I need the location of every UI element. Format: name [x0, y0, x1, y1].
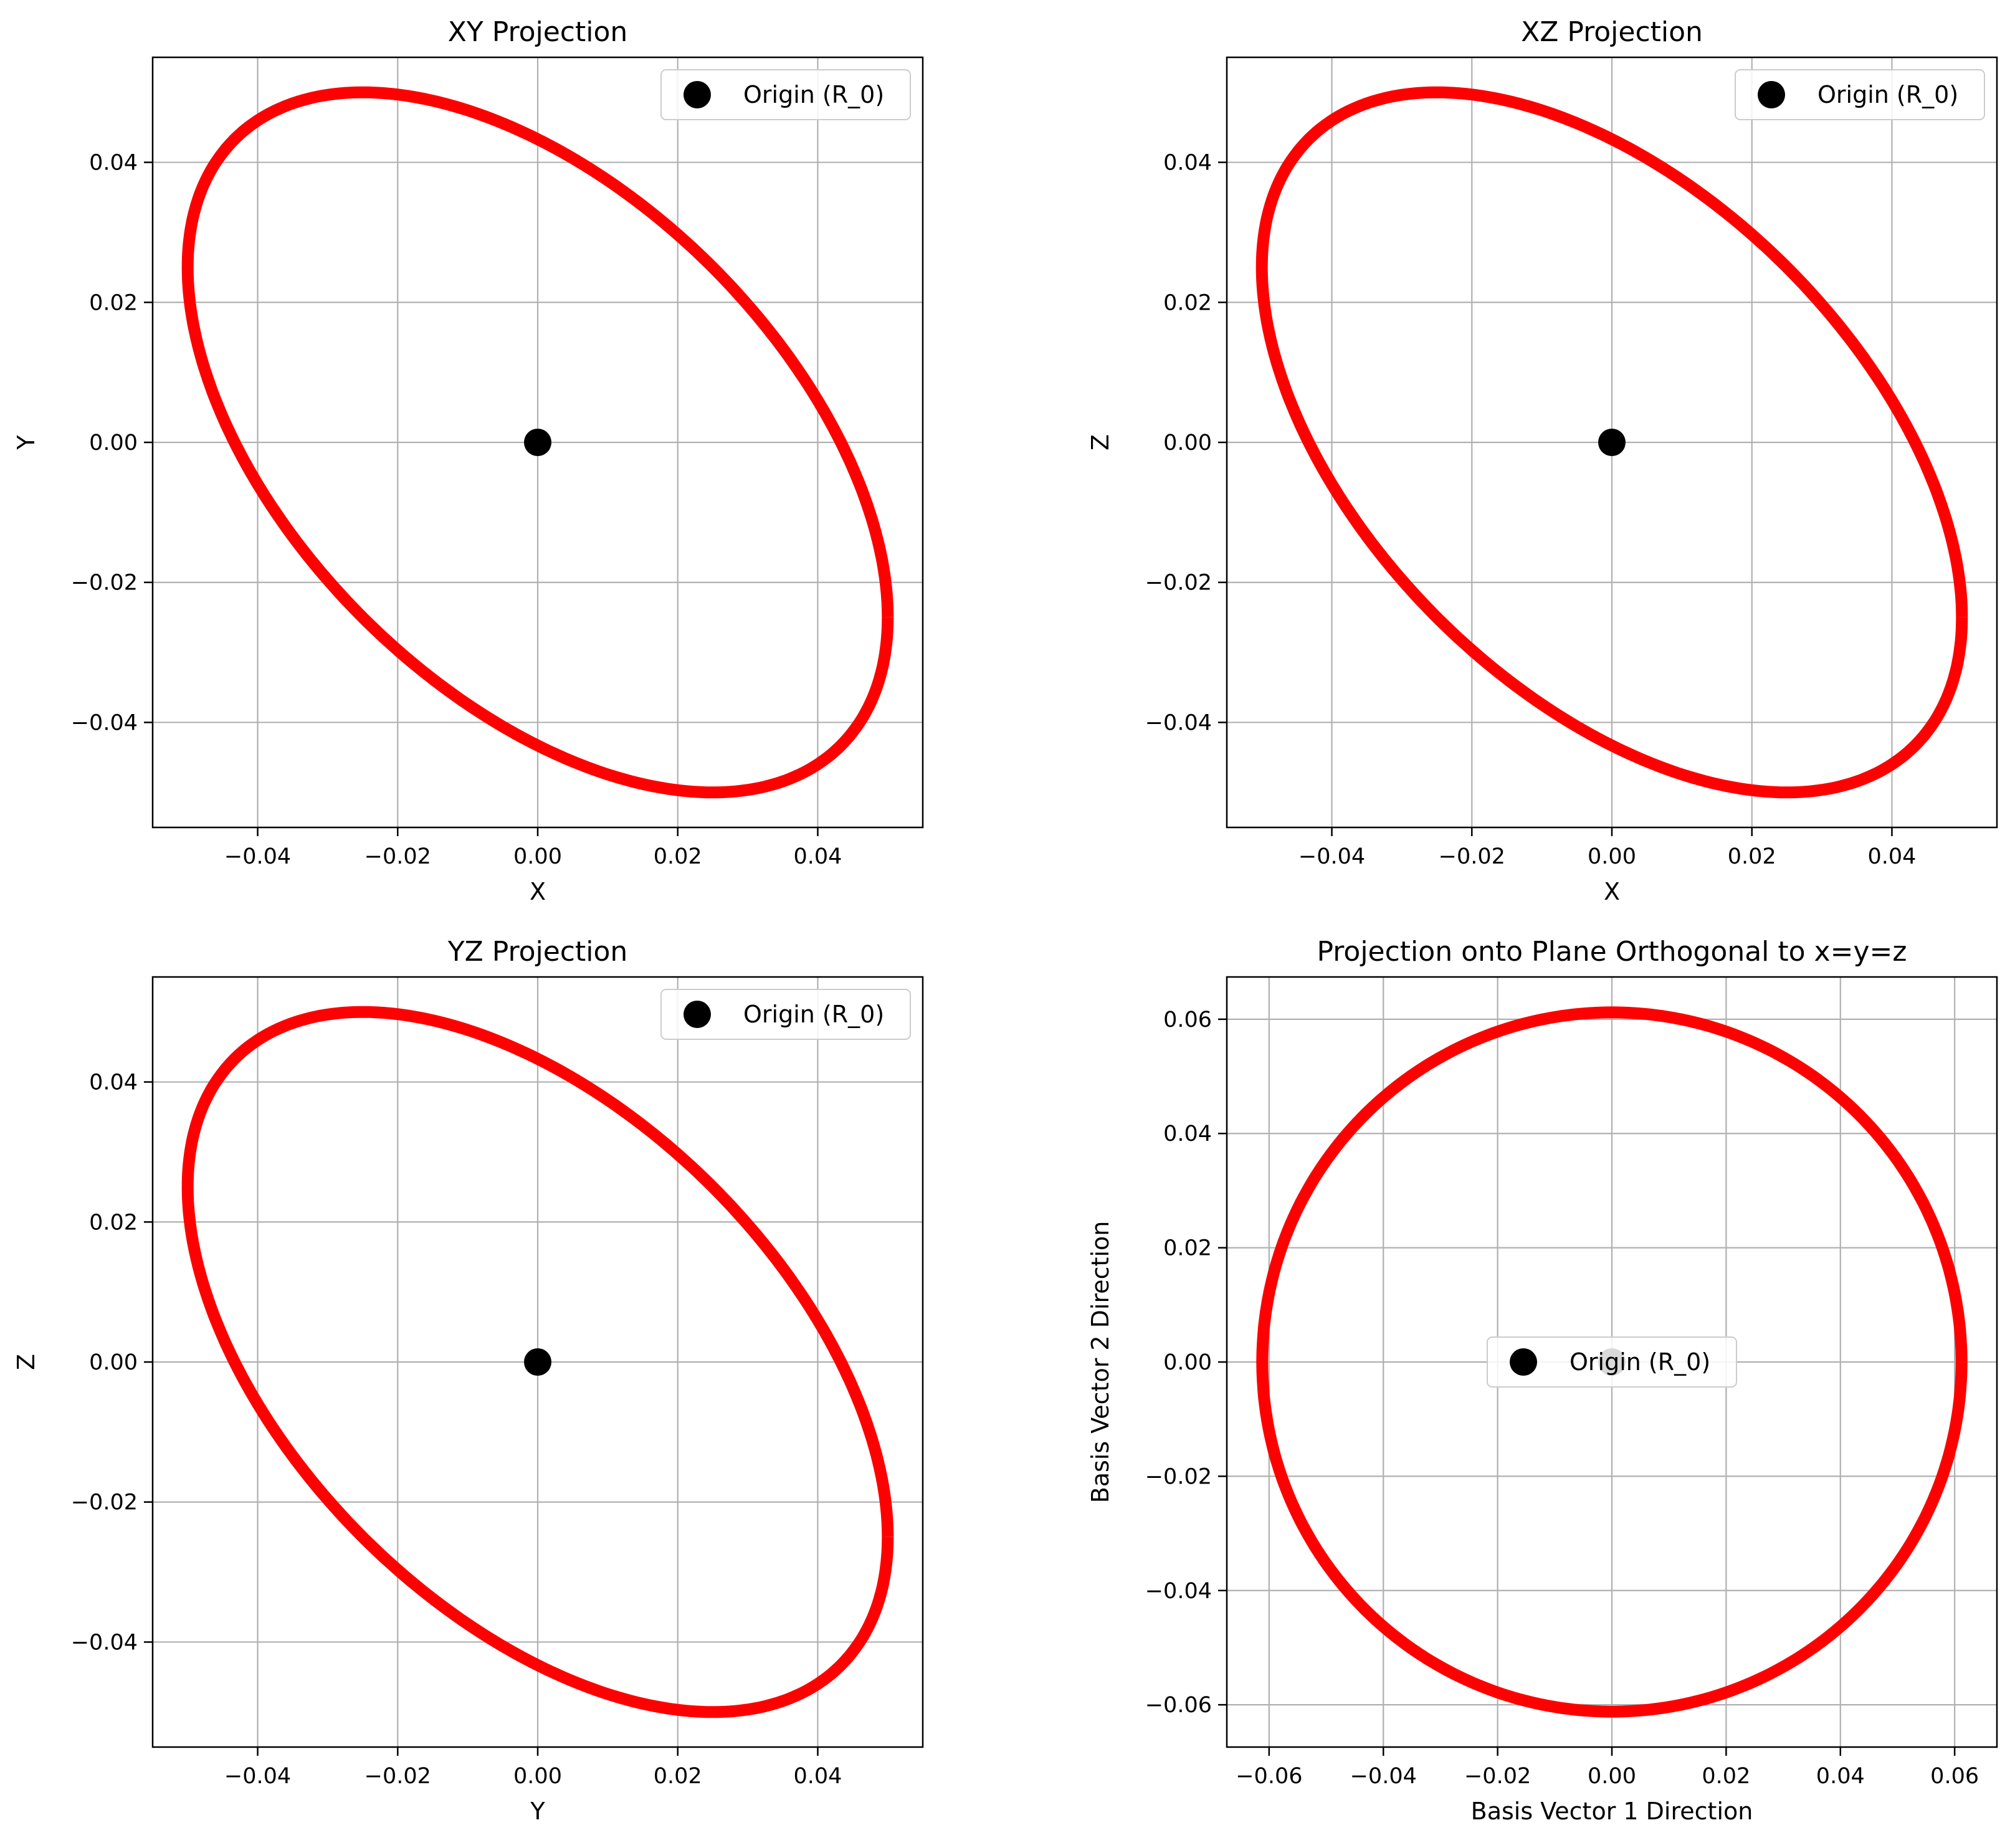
- x-axis-label: Y: [530, 1798, 545, 1825]
- x-tick-label: −0.04: [1350, 1764, 1417, 1789]
- x-tick-label: 0.00: [1588, 844, 1636, 869]
- y-axis-label: Z: [12, 1354, 40, 1370]
- y-tick-label: 0.04: [89, 1070, 138, 1095]
- y-tick-label: −0.02: [71, 1490, 138, 1515]
- legend-label: Origin (R_0): [1817, 81, 1958, 108]
- subplot-title: YZ Projection: [447, 936, 628, 968]
- x-tick-label: −0.06: [1236, 1764, 1302, 1789]
- y-tick-label: 0.02: [1163, 1236, 1212, 1261]
- legend: Origin (R_0): [1735, 69, 1985, 120]
- y-axis-label: Z: [1087, 434, 1114, 450]
- legend-marker: [1510, 1348, 1537, 1376]
- subplot-title: XY Projection: [448, 16, 628, 48]
- legend-box: [1735, 69, 1985, 120]
- subplot-3: −0.04 −0.02 0.00 0.02 0.04 −0.04 −0.02 0.00 0.02…: [12, 936, 924, 1825]
- x-tick-label: −0.02: [364, 844, 431, 869]
- x-axis-label: X: [1604, 878, 1620, 905]
- legend-label: Origin (R_0): [743, 1001, 884, 1028]
- y-tick-label: 0.06: [1163, 1007, 1212, 1032]
- y-tick-label: −0.02: [1145, 571, 1212, 596]
- legend-marker: [684, 81, 711, 108]
- x-tick-label: 0.06: [1930, 1764, 1979, 1789]
- x-tick-label: 0.04: [793, 1764, 842, 1789]
- origin-point: [524, 1348, 551, 1376]
- legend-label: Origin (R_0): [743, 81, 884, 108]
- legend: Origin (R_0): [660, 989, 911, 1040]
- trajectory-curve: [1255, 86, 1968, 799]
- subplot-2: −0.04 −0.02 0.00 0.02 0.04 −0.04 −0.02 0.00 0.02…: [1087, 16, 1998, 905]
- y-tick-label: 0.04: [89, 151, 138, 176]
- x-tick-label: 0.02: [1702, 1764, 1750, 1789]
- y-tick-label: −0.04: [1145, 1579, 1212, 1604]
- x-axis-label: X: [530, 878, 546, 905]
- y-tick-label: −0.06: [1145, 1693, 1212, 1718]
- y-tick-label: 0.00: [89, 431, 138, 455]
- y-axis-label: Y: [12, 435, 40, 450]
- y-tick-label: 0.02: [1163, 290, 1212, 315]
- y-tick-label: 0.04: [1163, 151, 1212, 176]
- x-tick-label: −0.02: [364, 1764, 431, 1789]
- y-tick-label: 0.00: [89, 1350, 138, 1375]
- subplot-1: −0.04 −0.02 0.00 0.02 0.04 −0.04 −0.02 0.00 0.02…: [12, 16, 924, 905]
- y-tick-label: 0.02: [89, 1210, 138, 1235]
- legend: Origin (R_0): [1487, 1336, 1737, 1388]
- x-tick-label: 0.02: [654, 844, 702, 869]
- subplot-4: −0.06 −0.04 −0.02 0.00 0.02 0.04 0.06 −0.06 −0.0…: [1087, 936, 1998, 1825]
- y-tick-label: −0.04: [1145, 710, 1212, 735]
- y-tick-label: 0.04: [1163, 1122, 1212, 1146]
- x-tick-label: 0.02: [654, 1764, 702, 1789]
- y-tick-label: 0.00: [1163, 1350, 1212, 1375]
- legend-marker: [1758, 81, 1785, 108]
- y-tick-label: 0.00: [1163, 431, 1212, 455]
- x-tick-label: −0.04: [224, 844, 291, 869]
- x-tick-label: 0.04: [793, 844, 842, 869]
- y-tick-label: 0.02: [89, 290, 138, 315]
- trajectory-curve: [181, 1006, 894, 1718]
- legend-box: [660, 69, 911, 120]
- x-tick-label: 0.00: [1588, 1764, 1636, 1789]
- legend-box: [1487, 1336, 1737, 1388]
- x-tick-label: −0.04: [224, 1764, 291, 1789]
- origin-point: [524, 429, 551, 456]
- trajectory-curve: [1256, 1006, 1968, 1718]
- legend-label: Origin (R_0): [1570, 1348, 1710, 1376]
- x-axis-label: Basis Vector 1 Direction: [1471, 1798, 1753, 1825]
- x-tick-label: −0.02: [1464, 1764, 1531, 1789]
- y-tick-label: −0.02: [1145, 1464, 1212, 1489]
- y-axis-label: Basis Vector 2 Direction: [1087, 1221, 1114, 1503]
- x-tick-label: 0.02: [1728, 844, 1776, 869]
- legend-box: [660, 989, 911, 1040]
- legend: Origin (R_0): [660, 69, 911, 120]
- x-tick-label: −0.04: [1298, 844, 1365, 869]
- y-tick-label: −0.04: [71, 1630, 138, 1655]
- x-tick-label: 0.00: [513, 844, 562, 869]
- legend-marker: [684, 1001, 711, 1028]
- subplot-title: XZ Projection: [1521, 16, 1703, 48]
- origin-point: [1598, 429, 1626, 456]
- x-tick-label: −0.02: [1439, 844, 1505, 869]
- y-tick-label: −0.04: [71, 710, 138, 735]
- x-tick-label: 0.00: [513, 1764, 562, 1789]
- y-tick-label: −0.02: [71, 571, 138, 596]
- subplot-title: Projection onto Plane Orthogonal to x=y=…: [1317, 936, 1907, 968]
- x-tick-label: 0.04: [1816, 1764, 1865, 1789]
- trajectory-curve: [181, 86, 894, 799]
- x-tick-label: 0.04: [1867, 844, 1916, 869]
